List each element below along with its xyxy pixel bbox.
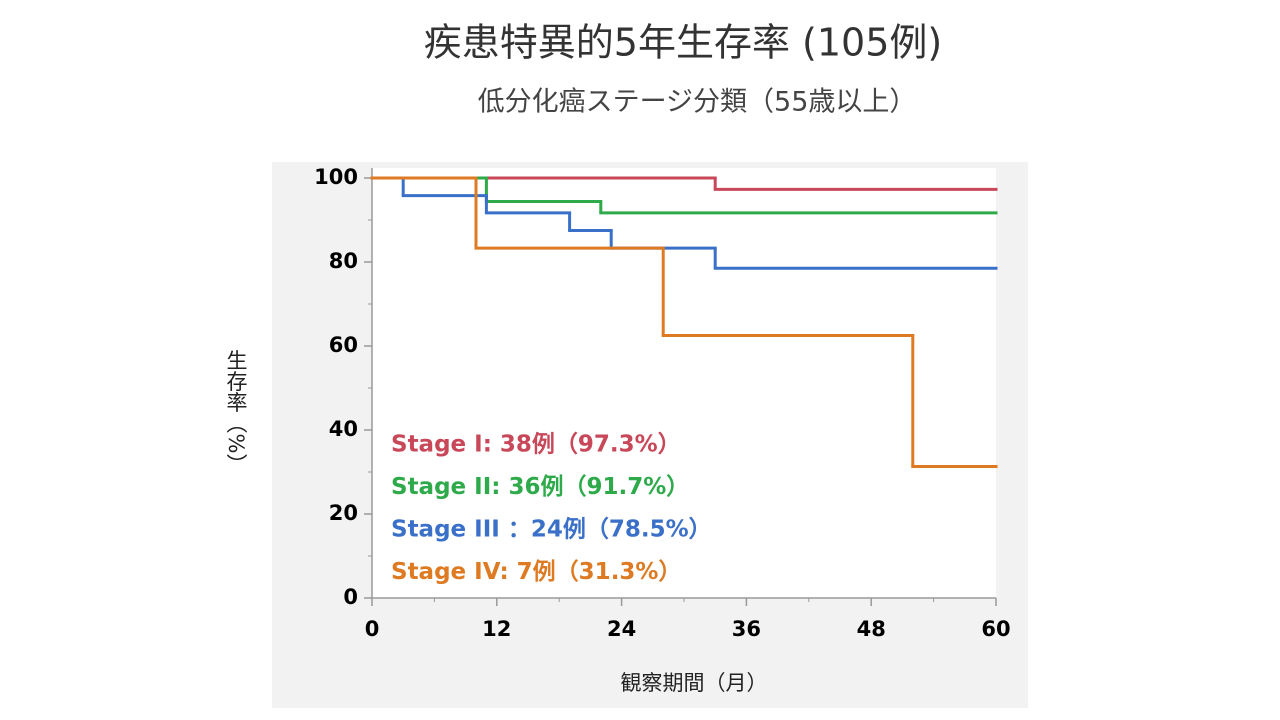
legend-label: Stage I: 38例（97.3%） <box>391 431 681 458</box>
x-tick-label: 24 <box>607 617 636 641</box>
y-tick-label: 0 <box>343 585 358 609</box>
y-tick-label: 20 <box>329 501 358 525</box>
y-tick-label: 40 <box>329 417 358 441</box>
legend-label: Stage IV: 7例（31.3%） <box>391 558 681 585</box>
x-tick-label: 60 <box>981 617 1010 641</box>
x-tick-label: 12 <box>482 617 511 641</box>
x-tick-label: 48 <box>857 617 886 641</box>
y-tick-label: 80 <box>329 249 358 273</box>
y-tick-label: 60 <box>329 333 358 357</box>
legend-label: Stage II: 36例（91.7%） <box>391 473 689 500</box>
chart-title: 疾患特異的5年生存率 (105例) <box>424 21 942 65</box>
x-axis-label: 観察期間（月） <box>621 671 768 695</box>
y-axis-label: 生存率（%） <box>224 350 248 475</box>
x-tick-label: 0 <box>365 617 380 641</box>
y-tick-label: 100 <box>314 165 358 189</box>
legend-label: Stage III ：24例（78.5%） <box>391 516 712 543</box>
x-tick-label: 36 <box>732 617 761 641</box>
chart-subtitle: 低分化癌ステージ分類（55歳以上） <box>478 87 917 118</box>
